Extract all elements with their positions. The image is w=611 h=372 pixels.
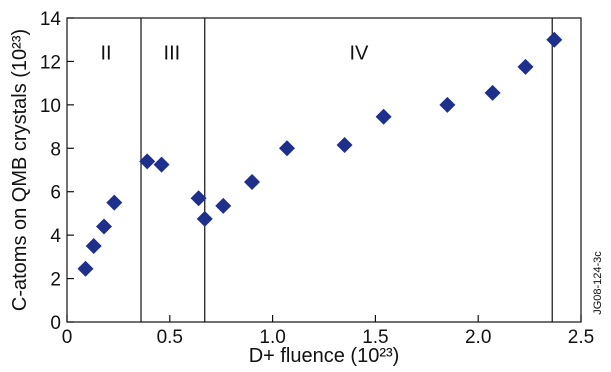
y-tick-label: 2 (50, 270, 61, 291)
y-axis-label: C-atoms on QMB crystals (10²³) (9, 29, 31, 311)
data-point (85, 238, 102, 254)
data-point (546, 31, 563, 48)
x-tick-label: 1.5 (362, 327, 388, 348)
x-axis: 0 0.5 1.0 1.5 2.0 2.5 (62, 315, 594, 348)
y-tick-label: 14 (40, 9, 62, 30)
region-label: III (164, 42, 181, 64)
data-point (278, 140, 295, 157)
y-tick-label: 12 (40, 52, 61, 73)
data-point (244, 173, 261, 190)
data-points (77, 31, 563, 277)
y-tick-label: 0 (50, 313, 61, 334)
figure-code: JG08-124-3c (592, 251, 604, 315)
data-point (106, 194, 123, 211)
region-label: II (101, 42, 112, 64)
data-point (439, 96, 456, 113)
region-label: IV (349, 42, 369, 64)
x-tick-label: 1.0 (259, 327, 285, 348)
data-point (77, 260, 94, 277)
region-labels: II III IV (101, 42, 370, 64)
data-point (375, 108, 392, 125)
data-point (336, 137, 353, 154)
y-axis: 0 2 4 6 8 10 12 14 (40, 9, 74, 334)
data-point (139, 153, 156, 170)
y-tick-label: 4 (50, 226, 61, 247)
data-point (190, 190, 207, 207)
y-tick-label: 6 (50, 183, 61, 204)
x-tick-label: 2.5 (568, 327, 594, 348)
x-tick-label: 2.0 (465, 327, 491, 348)
data-point (215, 197, 232, 214)
data-point (153, 156, 170, 173)
data-point (517, 58, 534, 75)
x-tick-label: 0.5 (157, 327, 183, 348)
region-dividers (140, 18, 553, 322)
y-tick-label: 10 (40, 96, 61, 117)
data-point (96, 218, 113, 235)
y-tick-label: 8 (50, 139, 61, 160)
plot-frame (66, 17, 582, 323)
x-axis-label: D+ fluence (10²³) (249, 345, 400, 367)
data-point (196, 210, 213, 227)
data-point (484, 84, 501, 101)
x-tick-label: 0 (62, 327, 73, 348)
